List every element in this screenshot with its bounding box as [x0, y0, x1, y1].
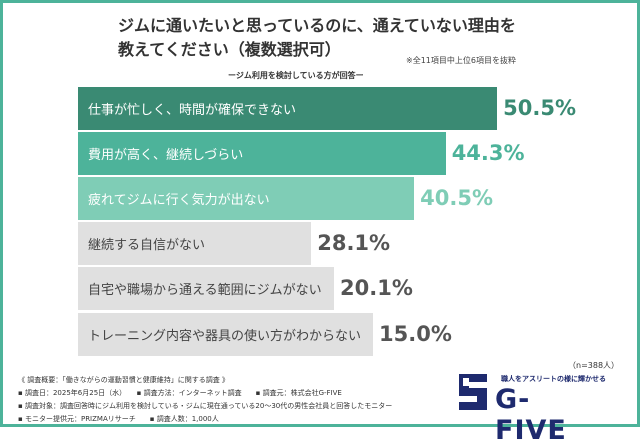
bar-label: 自宅や職場から通える範囲にジムがない [88, 283, 322, 298]
footer-line: 《 調査概要：「働きながらの運動習慣と健康維持」に関する調査 》 [18, 376, 229, 384]
footer-line: ▪ モニター提供元：PRIZMAリサーチ ▪ 調査人数：1,000人 [18, 415, 219, 423]
logo-tagline: 職人をアスリートの様に輝かせる [501, 375, 606, 383]
data-label: 44.3% [451, 141, 525, 165]
data-label: 50.5% [503, 96, 576, 120]
bar-label: 疲れてジムに行く気力が出ない [88, 193, 270, 208]
bar-label: 継続する自信がない [88, 238, 206, 253]
data-label: 40.5% [420, 186, 493, 210]
bar: 継続する自信がない [78, 222, 312, 265]
logo-name: G-FIVE [495, 384, 567, 446]
footer-line: ▪ 調査日：2025年6月25日（水） ▪ 調査方法：インターネット調査 ▪ 調… [18, 389, 342, 397]
bar-label: 仕事が忙しく、時間が確保できない [88, 103, 297, 118]
bar-label: トレーニング内容や器具の使い方がわからない [88, 329, 362, 344]
bar: 疲れてジムに行く気力が出ない [78, 177, 415, 220]
bar: 仕事が忙しく、時間が確保できない [78, 87, 498, 130]
g-five-emblem-icon [459, 374, 487, 410]
data-label: 28.1% [317, 231, 391, 255]
sample-size: （n=388人） [568, 361, 620, 370]
bar: トレーニング内容や器具の使い方がわからない [78, 313, 373, 356]
note: ※全11項目中上位6項目を抜粋 [406, 56, 516, 65]
bar-label: 費用が高く、継続しづらい [88, 148, 244, 163]
data-label: 15.0% [379, 322, 452, 346]
bar: 費用が高く、継続しづらい [78, 132, 446, 175]
chart-title: ジムに通いたいと思っているのに、通えていない理由を 教えてください（複数選択可） [118, 14, 516, 62]
footer-line: ▪ 調査対象：調査回答時にジム利用を検討している・ジムに現在通っている20～30… [18, 402, 393, 410]
subtitle: ージム利用を検討している方が回答ー [228, 71, 364, 80]
frame-border [0, 0, 640, 427]
g-five-logo: 職人をアスリートの様に輝かせる G-FIVE [455, 370, 606, 446]
bar: 自宅や職場から通える範囲にジムがない [78, 267, 334, 310]
data-label: 20.1% [340, 276, 413, 300]
title-line-2: 教えてください（複数選択可） [118, 40, 341, 59]
title-line-1: ジムに通いたいと思っているのに、通えていない理由を [118, 16, 516, 35]
